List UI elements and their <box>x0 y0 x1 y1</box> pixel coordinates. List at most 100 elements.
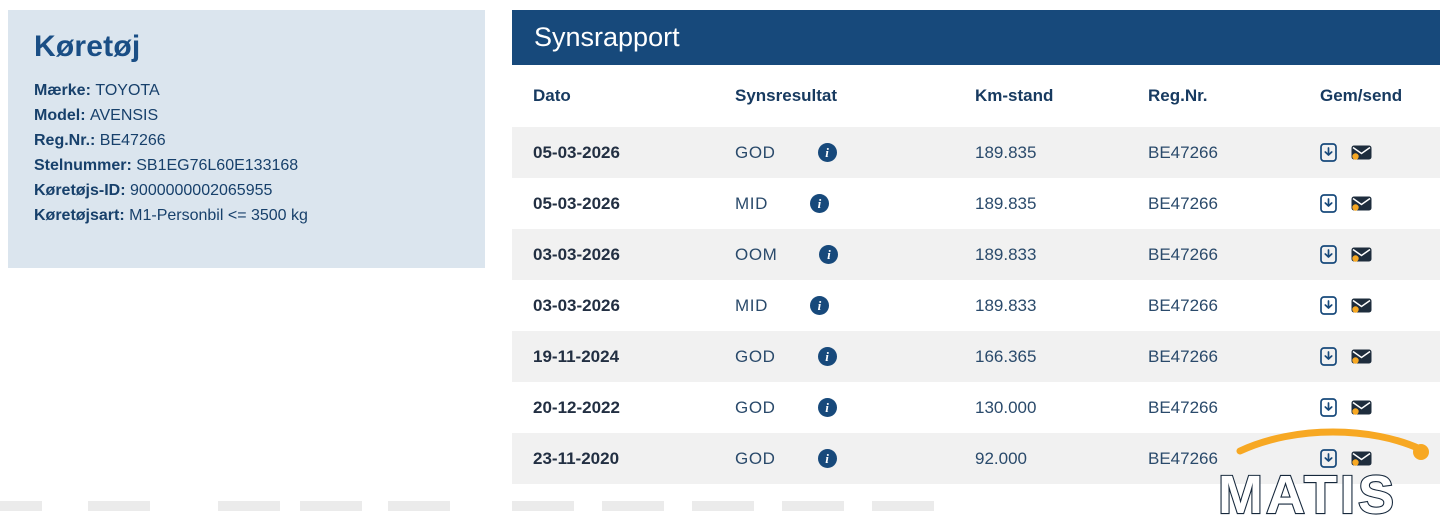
km-stand-cell: 189.833 <box>975 244 1037 264</box>
table-row: 03-03-2026 MID i 189.833 BE47266 <box>512 280 1440 331</box>
dato-cell: 03-03-2026 <box>533 295 620 315</box>
download-icon[interactable] <box>1320 194 1337 213</box>
km-stand-cell: 189.835 <box>975 193 1037 213</box>
synsresultat-cell: GOD i <box>714 382 954 433</box>
download-icon[interactable] <box>1320 296 1337 315</box>
gem-send-cell <box>1299 331 1440 382</box>
field-separator: : <box>120 182 131 199</box>
column-header-gem-send: Gem/send <box>1299 65 1440 127</box>
synsrapport-table: Dato Synsresultat Km-stand Reg.Nr. Gem/s… <box>512 65 1440 484</box>
synsresultat-value: GOD <box>735 142 776 162</box>
field-label: Mærke <box>34 82 86 99</box>
gem-send-cell <box>1299 280 1440 331</box>
table-header-row: Dato Synsresultat Km-stand Reg.Nr. Gem/s… <box>512 65 1440 127</box>
info-icon[interactable]: i <box>817 347 837 366</box>
km-stand-cell: 130.000 <box>975 397 1037 417</box>
table-row: 05-03-2026 GOD i 189.835 BE47266 <box>512 127 1440 178</box>
cutoff-block <box>388 501 450 511</box>
email-icon[interactable] <box>1351 450 1372 467</box>
gem-send-cell <box>1299 127 1440 178</box>
synsrapport-panel: Synsrapport Dato Synsresultat Km-stand R… <box>512 10 1440 484</box>
synsresultat-value: MID <box>735 295 768 315</box>
report-table-body: 05-03-2026 GOD i 189.835 BE47266 <box>512 127 1440 484</box>
download-icon[interactable] <box>1320 449 1337 468</box>
dato-cell: 20-12-2022 <box>533 397 620 417</box>
field-value: TOYOTA <box>95 82 160 99</box>
info-icon[interactable]: i <box>817 449 837 468</box>
table-row: 19-11-2024 GOD i 166.365 BE47266 <box>512 331 1440 382</box>
field-separator: : <box>126 157 137 174</box>
synsresultat-cell: GOD i <box>714 331 954 382</box>
vehicle-field-maerke: Mærke: TOYOTA <box>34 78 459 103</box>
table-row: 23-11-2020 GOD i 92.000 BE47266 <box>512 433 1440 484</box>
field-label: Stelnummer <box>34 157 127 174</box>
km-stand-cell: 189.833 <box>975 295 1037 315</box>
km-stand-cell: 92.000 <box>975 448 1027 468</box>
field-label: Køretøjsart <box>34 207 120 224</box>
info-icon[interactable]: i <box>809 296 829 315</box>
synsresultat-cell: MID i <box>714 280 954 331</box>
table-row: 05-03-2026 MID i 189.835 BE47266 <box>512 178 1440 229</box>
field-separator: : <box>119 207 130 224</box>
dato-cell: 05-03-2026 <box>533 142 620 162</box>
field-label: Model <box>34 107 81 124</box>
info-icon[interactable]: i <box>819 245 839 264</box>
cutoff-block <box>512 501 574 511</box>
vehicle-field-model: Model: AVENSIS <box>34 103 459 128</box>
synsrapport-title: Synsrapport <box>534 22 680 52</box>
dato-cell: 05-03-2026 <box>533 193 620 213</box>
cutoff-block <box>218 501 280 511</box>
email-icon[interactable] <box>1351 144 1372 161</box>
download-icon[interactable] <box>1320 143 1337 162</box>
gem-send-cell <box>1299 178 1440 229</box>
vehicle-field-regnr: Reg.Nr.: BE47266 <box>34 128 459 153</box>
download-icon[interactable] <box>1320 398 1337 417</box>
synsresultat-value: MID <box>735 193 768 213</box>
vehicle-panel-title: Køretøj <box>34 30 141 63</box>
synsresultat-cell: OOM i <box>714 229 954 280</box>
field-label: Reg.Nr. <box>34 132 91 149</box>
cutoff-block <box>0 501 42 511</box>
info-icon[interactable]: i <box>817 143 837 162</box>
dato-cell: 23-11-2020 <box>533 448 620 468</box>
vehicle-field-koeretoejs-id: Køretøjs-ID: 9000000002065955 <box>34 178 459 203</box>
synsresultat-value: GOD <box>735 448 776 468</box>
reg-nr-cell: BE47266 <box>1148 142 1218 162</box>
column-header-reg-nr: Reg.Nr. <box>1127 65 1299 127</box>
email-icon[interactable] <box>1351 348 1372 365</box>
reg-nr-cell: BE47266 <box>1148 448 1218 468</box>
email-icon[interactable] <box>1351 195 1372 212</box>
synsresultat-cell: GOD i <box>714 433 954 484</box>
reg-nr-cell: BE47266 <box>1148 193 1218 213</box>
download-icon[interactable] <box>1320 245 1337 264</box>
gem-send-cell <box>1299 229 1440 280</box>
email-icon[interactable] <box>1351 297 1372 314</box>
synsrapport-header: Synsrapport <box>512 10 1440 65</box>
vehicle-field-stelnummer: Stelnummer: SB1EG76L60E133168 <box>34 153 459 178</box>
cutoff-block <box>300 501 362 511</box>
reg-nr-cell: BE47266 <box>1148 244 1218 264</box>
synsresultat-cell: MID i <box>714 178 954 229</box>
vehicle-info-panel: Køretøj Mærke: TOYOTA Model: AVENSIS Reg… <box>8 10 485 268</box>
field-separator: : <box>90 132 100 149</box>
email-icon[interactable] <box>1351 246 1372 263</box>
info-icon[interactable]: i <box>817 398 837 417</box>
info-icon[interactable]: i <box>809 194 829 213</box>
field-value: BE47266 <box>99 132 166 149</box>
email-icon[interactable] <box>1351 399 1372 416</box>
field-value: 9000000002065955 <box>130 182 273 199</box>
reg-nr-cell: BE47266 <box>1148 346 1218 366</box>
gem-send-cell <box>1299 433 1440 484</box>
cutoff-block <box>782 501 844 511</box>
synsresultat-cell: GOD i <box>714 127 954 178</box>
cutoff-block <box>602 501 664 511</box>
column-header-synsresultat: Synsresultat <box>714 65 954 127</box>
download-icon[interactable] <box>1320 347 1337 366</box>
dato-cell: 03-03-2026 <box>533 244 620 264</box>
field-value: AVENSIS <box>90 107 159 124</box>
table-row: 03-03-2026 OOM i 189.833 BE47266 <box>512 229 1440 280</box>
synsresultat-value: GOD <box>735 346 776 366</box>
field-value: M1-Personbil <= 3500 kg <box>129 207 308 224</box>
km-stand-cell: 189.835 <box>975 142 1037 162</box>
reg-nr-cell: BE47266 <box>1148 295 1218 315</box>
